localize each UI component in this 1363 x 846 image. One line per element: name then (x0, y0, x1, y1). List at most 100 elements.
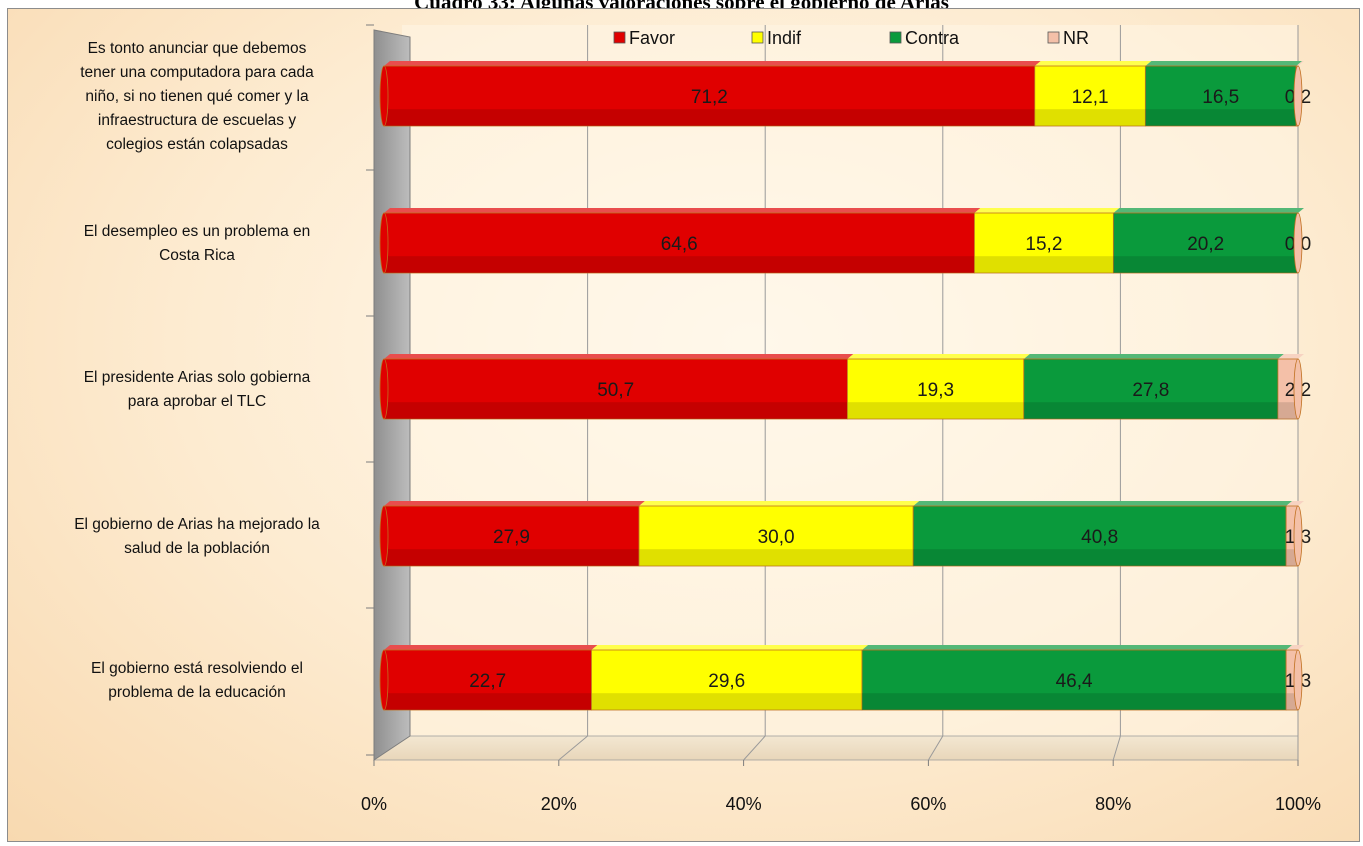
data-label: 71,2 (691, 87, 728, 108)
legend-label: Favor (629, 28, 675, 48)
bar-segment-favor (383, 649, 592, 711)
data-label: 20,2 (1187, 234, 1224, 255)
x-tick-label: 60% (910, 794, 946, 814)
bar-segment-indif (591, 649, 863, 711)
data-label: 16,5 (1202, 87, 1239, 108)
bar-segment-shade (1113, 256, 1298, 273)
bar-segment-shade (384, 256, 975, 273)
bar-segment-shade (847, 402, 1024, 419)
bar-segment-shade (1277, 402, 1298, 419)
bar-segment-top (862, 645, 1293, 650)
bar-segment-top (384, 208, 981, 213)
data-label: 27,8 (1132, 380, 1169, 401)
bar-segment-top (974, 208, 1120, 213)
bar-segment-top (913, 501, 1293, 506)
x-tick-label: 0% (361, 794, 387, 814)
bar-segment-shade (591, 693, 863, 710)
bar-segment-top (1113, 208, 1304, 213)
bar-segment-top (591, 645, 869, 650)
bar-segment-top (847, 354, 1030, 359)
legend-item-nr: NR (1047, 28, 1089, 48)
bar-start-cap (379, 358, 389, 420)
bar-segment-shade (913, 549, 1287, 566)
bar-segment-top (384, 61, 1041, 66)
category-label: El presidente Arias solo gobierna para ap… (84, 369, 311, 410)
bar-segment-contra (1112, 212, 1299, 274)
x-tick-label: 40% (726, 794, 762, 814)
bar-end-cap (1293, 358, 1303, 420)
bar-segment-shade (384, 693, 592, 710)
bar-segment-top (1023, 354, 1284, 359)
data-label: 29,6 (708, 671, 745, 692)
bar-segment-shade (1286, 549, 1298, 566)
data-label: 46,4 (1056, 671, 1093, 692)
bar-segment-contra (912, 505, 1287, 567)
bar-segment-shade (862, 693, 1287, 710)
bar-segment-top (1145, 61, 1303, 66)
bar-start-cap (379, 65, 389, 127)
legend-item-favor: Favor (613, 28, 675, 48)
bar-segment-top (384, 645, 598, 650)
bar-segment-shade (974, 256, 1114, 273)
legend-label: Indif (767, 28, 802, 48)
bar-end-cap (1293, 65, 1303, 127)
gridline-floor (558, 735, 588, 761)
data-label: 50,7 (597, 380, 634, 401)
bar-start-cap (379, 212, 389, 274)
x-tick-label: 80% (1095, 794, 1131, 814)
legend-label: Contra (905, 28, 960, 48)
category-label: Es tonto anunciar que debemos tener una c… (80, 40, 314, 153)
legend-swatch (1047, 31, 1060, 44)
bar-segment-top (1034, 61, 1152, 66)
bar-segment-shade (384, 549, 640, 566)
gridline-floor (927, 735, 944, 761)
data-label: 22,7 (469, 671, 506, 692)
bar-segment-shade (1286, 693, 1298, 710)
bar-start-cap (379, 505, 389, 567)
data-label: 64,6 (661, 234, 698, 255)
bar-segment-contra (861, 649, 1287, 711)
legend-item-contra: Contra (889, 28, 960, 48)
category-label: El desempleo es un problema en Costa Rica (84, 223, 311, 264)
bar-start-cap (379, 649, 389, 711)
bar-segment-indif (846, 358, 1025, 420)
bar-segment-shade (639, 549, 914, 566)
x-tick-label: 20% (541, 794, 577, 814)
data-label: 27,9 (493, 527, 530, 548)
bar-segment-favor (383, 212, 975, 274)
data-label: 12,1 (1072, 87, 1109, 108)
bar-segment-shade (1034, 109, 1146, 126)
bar-segment-contra (1144, 65, 1297, 127)
bar-segment-top (384, 354, 854, 359)
gridline-floor (743, 735, 766, 761)
plot-floor (372, 735, 1299, 761)
gridline-floor (1112, 735, 1121, 761)
legend-label: NR (1063, 28, 1089, 48)
bar-segment-top (1277, 354, 1304, 359)
bar-segment-top (1286, 645, 1304, 650)
bar-end-cap (1293, 212, 1303, 274)
data-label: 15,2 (1025, 234, 1062, 255)
bar-segment-shade (384, 109, 1035, 126)
category-label: El gobierno está resolviendo el problema … (91, 660, 303, 701)
bar-segment-indif (1034, 65, 1146, 127)
bar-segment-top (384, 501, 646, 506)
x-tick-label: 100% (1275, 794, 1321, 814)
data-label: 30,0 (758, 527, 795, 548)
bar-segment-favor (383, 505, 640, 567)
category-label: El gobierno de Arias ha mejorado la salud… (74, 516, 320, 557)
legend-item-indif: Indif (751, 28, 802, 48)
bar-segment-top (639, 501, 920, 506)
bar-segment-top (1286, 501, 1304, 506)
bar-segment-indif (974, 212, 1114, 274)
bar-segment-shade (1023, 402, 1278, 419)
bar-segment-favor (383, 65, 1036, 127)
bar-segment-indif (638, 505, 914, 567)
legend-swatch (751, 31, 764, 44)
bar-end-cap (1293, 505, 1303, 567)
bar-segment-shade (1145, 109, 1297, 126)
bar-end-cap (1293, 649, 1303, 711)
legend-swatch (613, 31, 626, 44)
bar-segment-top (1296, 61, 1304, 66)
